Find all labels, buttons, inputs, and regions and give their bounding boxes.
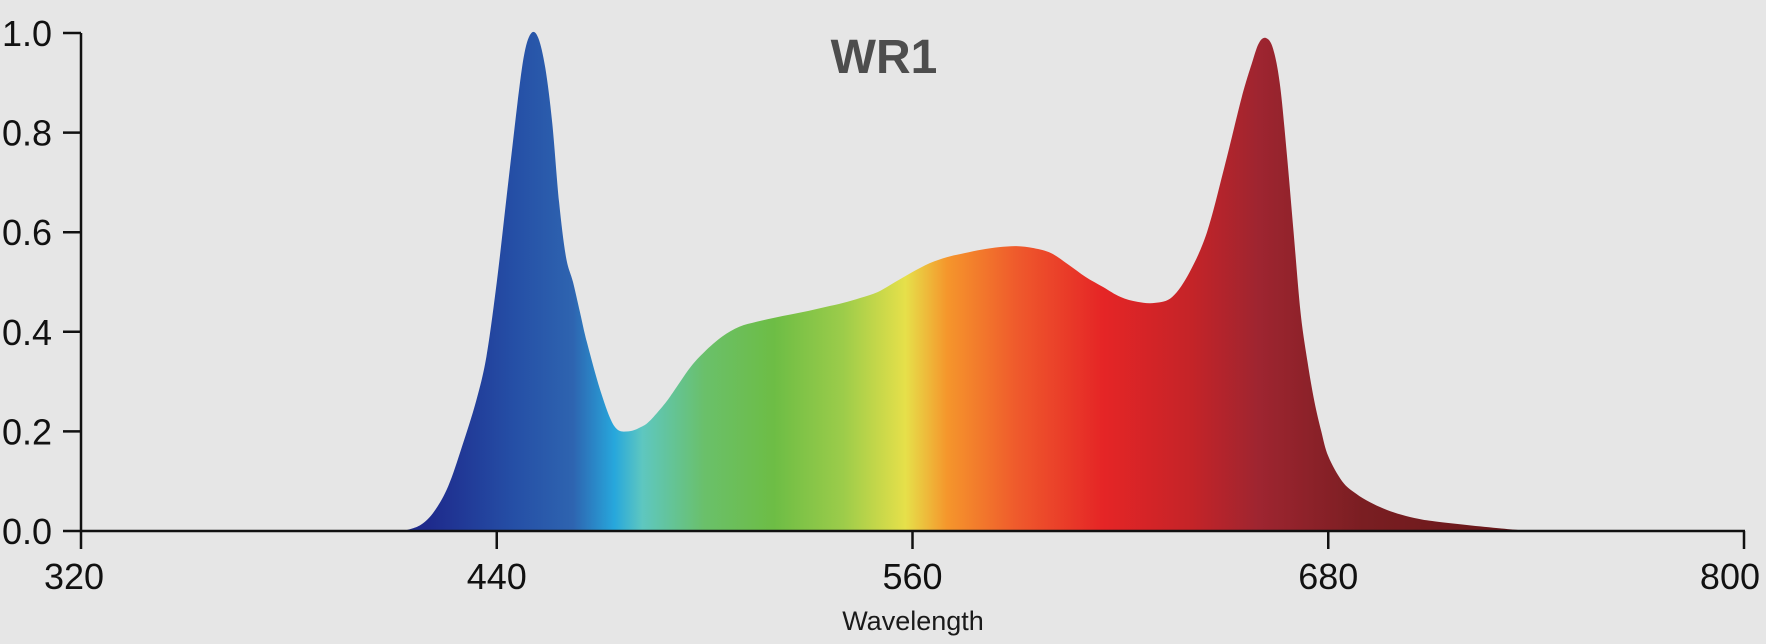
y-tick-label: 0.2	[2, 411, 52, 452]
chart-title: WR1	[831, 31, 938, 84]
x-axis-label: Wavelength	[842, 606, 984, 636]
y-tick-label: 1.0	[2, 13, 52, 54]
y-tick-label: 0.8	[2, 113, 52, 154]
x-tick-label: 560	[882, 556, 942, 597]
spectrum-area	[403, 31, 1530, 531]
y-axis-ticks: 0.0 0.2 0.4 0.6 0.8 1.0	[2, 13, 81, 552]
x-tick-label: 440	[467, 556, 527, 597]
x-tick-label: 800	[1700, 556, 1760, 597]
x-axis-ticks: 320 440 560 680 800	[44, 531, 1760, 597]
y-tick-label: 0.6	[2, 212, 52, 253]
y-tick-label: 0.0	[2, 511, 52, 552]
x-tick-label: 320	[44, 556, 104, 597]
y-tick-label: 0.4	[2, 312, 52, 353]
x-tick-label: 680	[1298, 556, 1358, 597]
